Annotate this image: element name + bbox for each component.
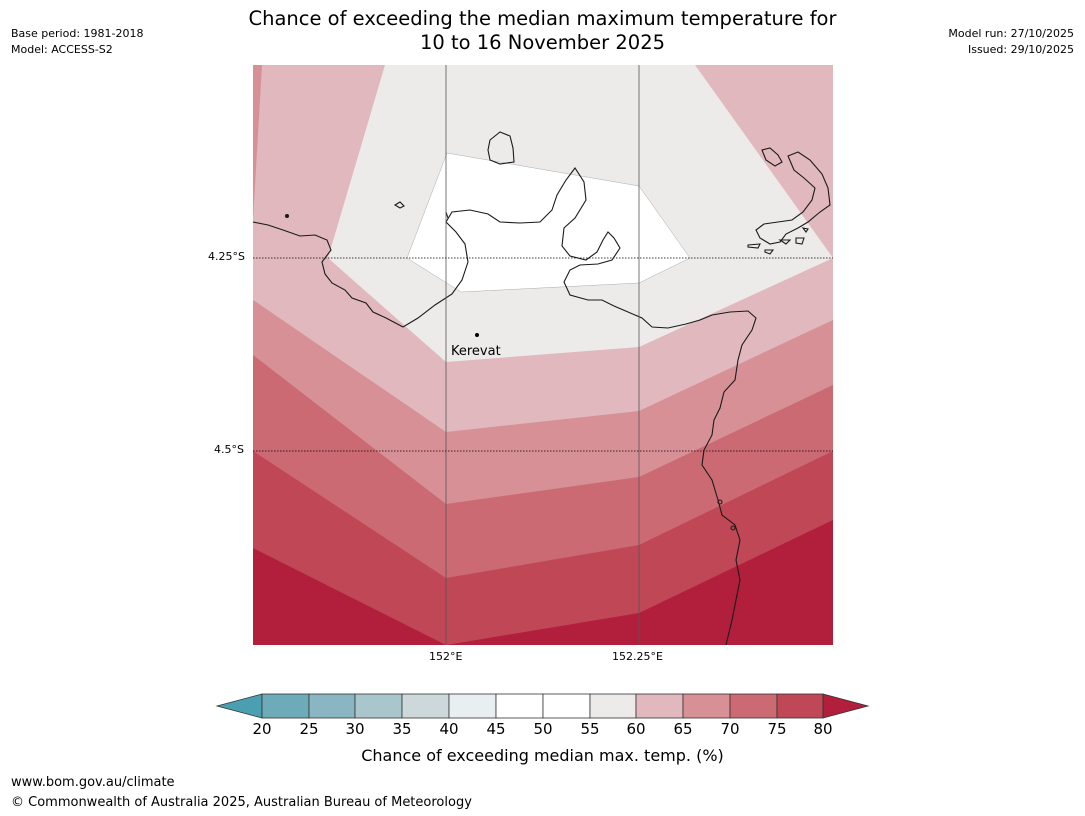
coastlines <box>252 131 831 646</box>
coastline-duke-of-york-island <box>487 131 515 165</box>
coastline-islet <box>284 213 290 219</box>
bom-climate-link[interactable]: www.bom.gov.au/climate <box>11 775 175 790</box>
metadata-left: Base period: 1981-2018 Model: ACCESS-S2 <box>11 26 143 58</box>
colorbar-30-35 <box>354 693 403 719</box>
kerevat-label: Kerevat <box>451 344 501 359</box>
colorbar-under-arrow <box>215 693 263 719</box>
metadata-right: Model run: 27/10/2025 Issued: 29/10/2025 <box>948 26 1074 58</box>
colorbar-title: Chance of exceeding median max. temp. (%… <box>361 746 724 765</box>
colorbar-50-55 <box>542 693 591 719</box>
colorbar-75-80 <box>776 693 824 719</box>
tick-80: 80 <box>813 720 833 738</box>
lat-label-4-25: 4.25°S <box>208 250 245 263</box>
kerevat-marker <box>475 333 479 337</box>
tick-40: 40 <box>439 720 459 738</box>
tick-20: 20 <box>252 720 272 738</box>
tick-65: 65 <box>673 720 693 738</box>
lat-label-4-5: 4.5°S <box>214 443 244 456</box>
title-line-1: Chance of exceeding the median maximum t… <box>248 7 837 30</box>
colorbar-over-arrow <box>822 693 870 719</box>
colorbar-35-40 <box>401 693 450 719</box>
issued-text: Issued: 29/10/2025 <box>967 43 1074 56</box>
coastline-new-britain-west <box>252 167 757 646</box>
tick-70: 70 <box>720 720 740 738</box>
model-run-text: Model run: 27/10/2025 <box>948 27 1074 40</box>
lon-label-152: 152°E <box>429 650 463 663</box>
colorbar-70-75 <box>729 693 778 719</box>
map-title: Chance of exceeding the median maximum t… <box>0 7 1085 55</box>
tick-30: 30 <box>345 720 365 738</box>
coastline-islet-3 <box>730 525 736 531</box>
colorbar-20-25 <box>261 693 310 719</box>
colorbar-55-60 <box>589 693 637 719</box>
tick-60: 60 <box>626 720 646 738</box>
copyright-text: © Commonwealth of Australia 2025, Austra… <box>11 795 472 810</box>
tick-50: 50 <box>533 720 553 738</box>
probability-contours <box>253 65 833 645</box>
coastline-islet-2 <box>717 499 723 505</box>
base-period-text: Base period: 1981-2018 <box>11 27 144 40</box>
colorbar <box>215 693 870 719</box>
coastline-new-ireland-south <box>747 147 831 255</box>
colorbar-60-65 <box>635 693 684 719</box>
colorbar-65-70 <box>682 693 731 719</box>
tick-35: 35 <box>392 720 412 738</box>
graticule <box>253 65 833 645</box>
colorbar-25-30 <box>308 693 356 719</box>
tick-25: 25 <box>299 720 319 738</box>
colorbar-45-50 <box>495 693 544 719</box>
coastline-watom-island <box>393 201 405 209</box>
lon-label-152-25: 152.25°E <box>612 650 663 663</box>
tick-45: 45 <box>486 720 506 738</box>
title-line-2: 10 to 16 November 2025 <box>419 31 666 54</box>
tick-75: 75 <box>767 720 787 738</box>
tick-55: 55 <box>580 720 600 738</box>
model-text: Model: ACCESS-S2 <box>11 43 113 56</box>
colorbar-40-45 <box>448 693 497 719</box>
